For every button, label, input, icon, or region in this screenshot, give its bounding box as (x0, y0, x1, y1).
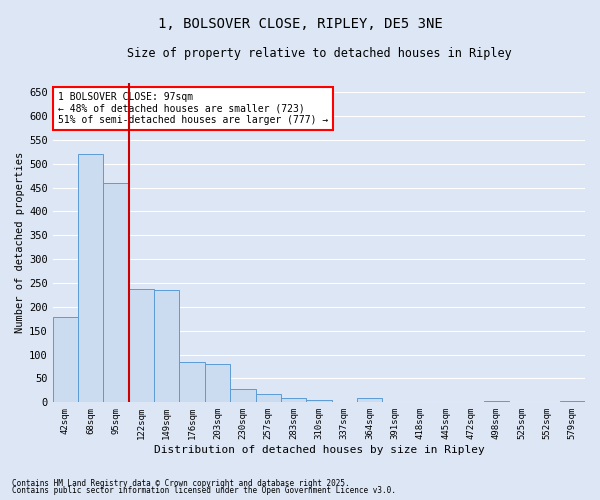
Bar (484, 401, 509, 402)
Title: Size of property relative to detached houses in Ripley: Size of property relative to detached ho… (127, 48, 511, 60)
Text: 1, BOLSOVER CLOSE, RIPLEY, DE5 3NE: 1, BOLSOVER CLOSE, RIPLEY, DE5 3NE (158, 18, 442, 32)
Bar (230, 390, 256, 402)
Bar (306, 400, 332, 402)
Bar (129, 289, 154, 403)
Bar (78, 154, 103, 402)
Bar (103, 182, 129, 402)
Y-axis label: Number of detached properties: Number of detached properties (15, 152, 25, 333)
Bar (205, 364, 230, 403)
Bar (560, 401, 585, 402)
X-axis label: Distribution of detached houses by size in Ripley: Distribution of detached houses by size … (154, 445, 484, 455)
Bar (53, 318, 78, 402)
Text: 1 BOLSOVER CLOSE: 97sqm
← 48% of detached houses are smaller (723)
51% of semi-d: 1 BOLSOVER CLOSE: 97sqm ← 48% of detache… (58, 92, 328, 126)
Bar (179, 362, 205, 403)
Text: Contains HM Land Registry data © Crown copyright and database right 2025.: Contains HM Land Registry data © Crown c… (12, 478, 350, 488)
Bar (357, 398, 382, 402)
Bar (256, 394, 281, 402)
Text: Contains public sector information licensed under the Open Government Licence v3: Contains public sector information licen… (12, 486, 396, 495)
Bar (154, 290, 179, 403)
Bar (281, 398, 306, 402)
